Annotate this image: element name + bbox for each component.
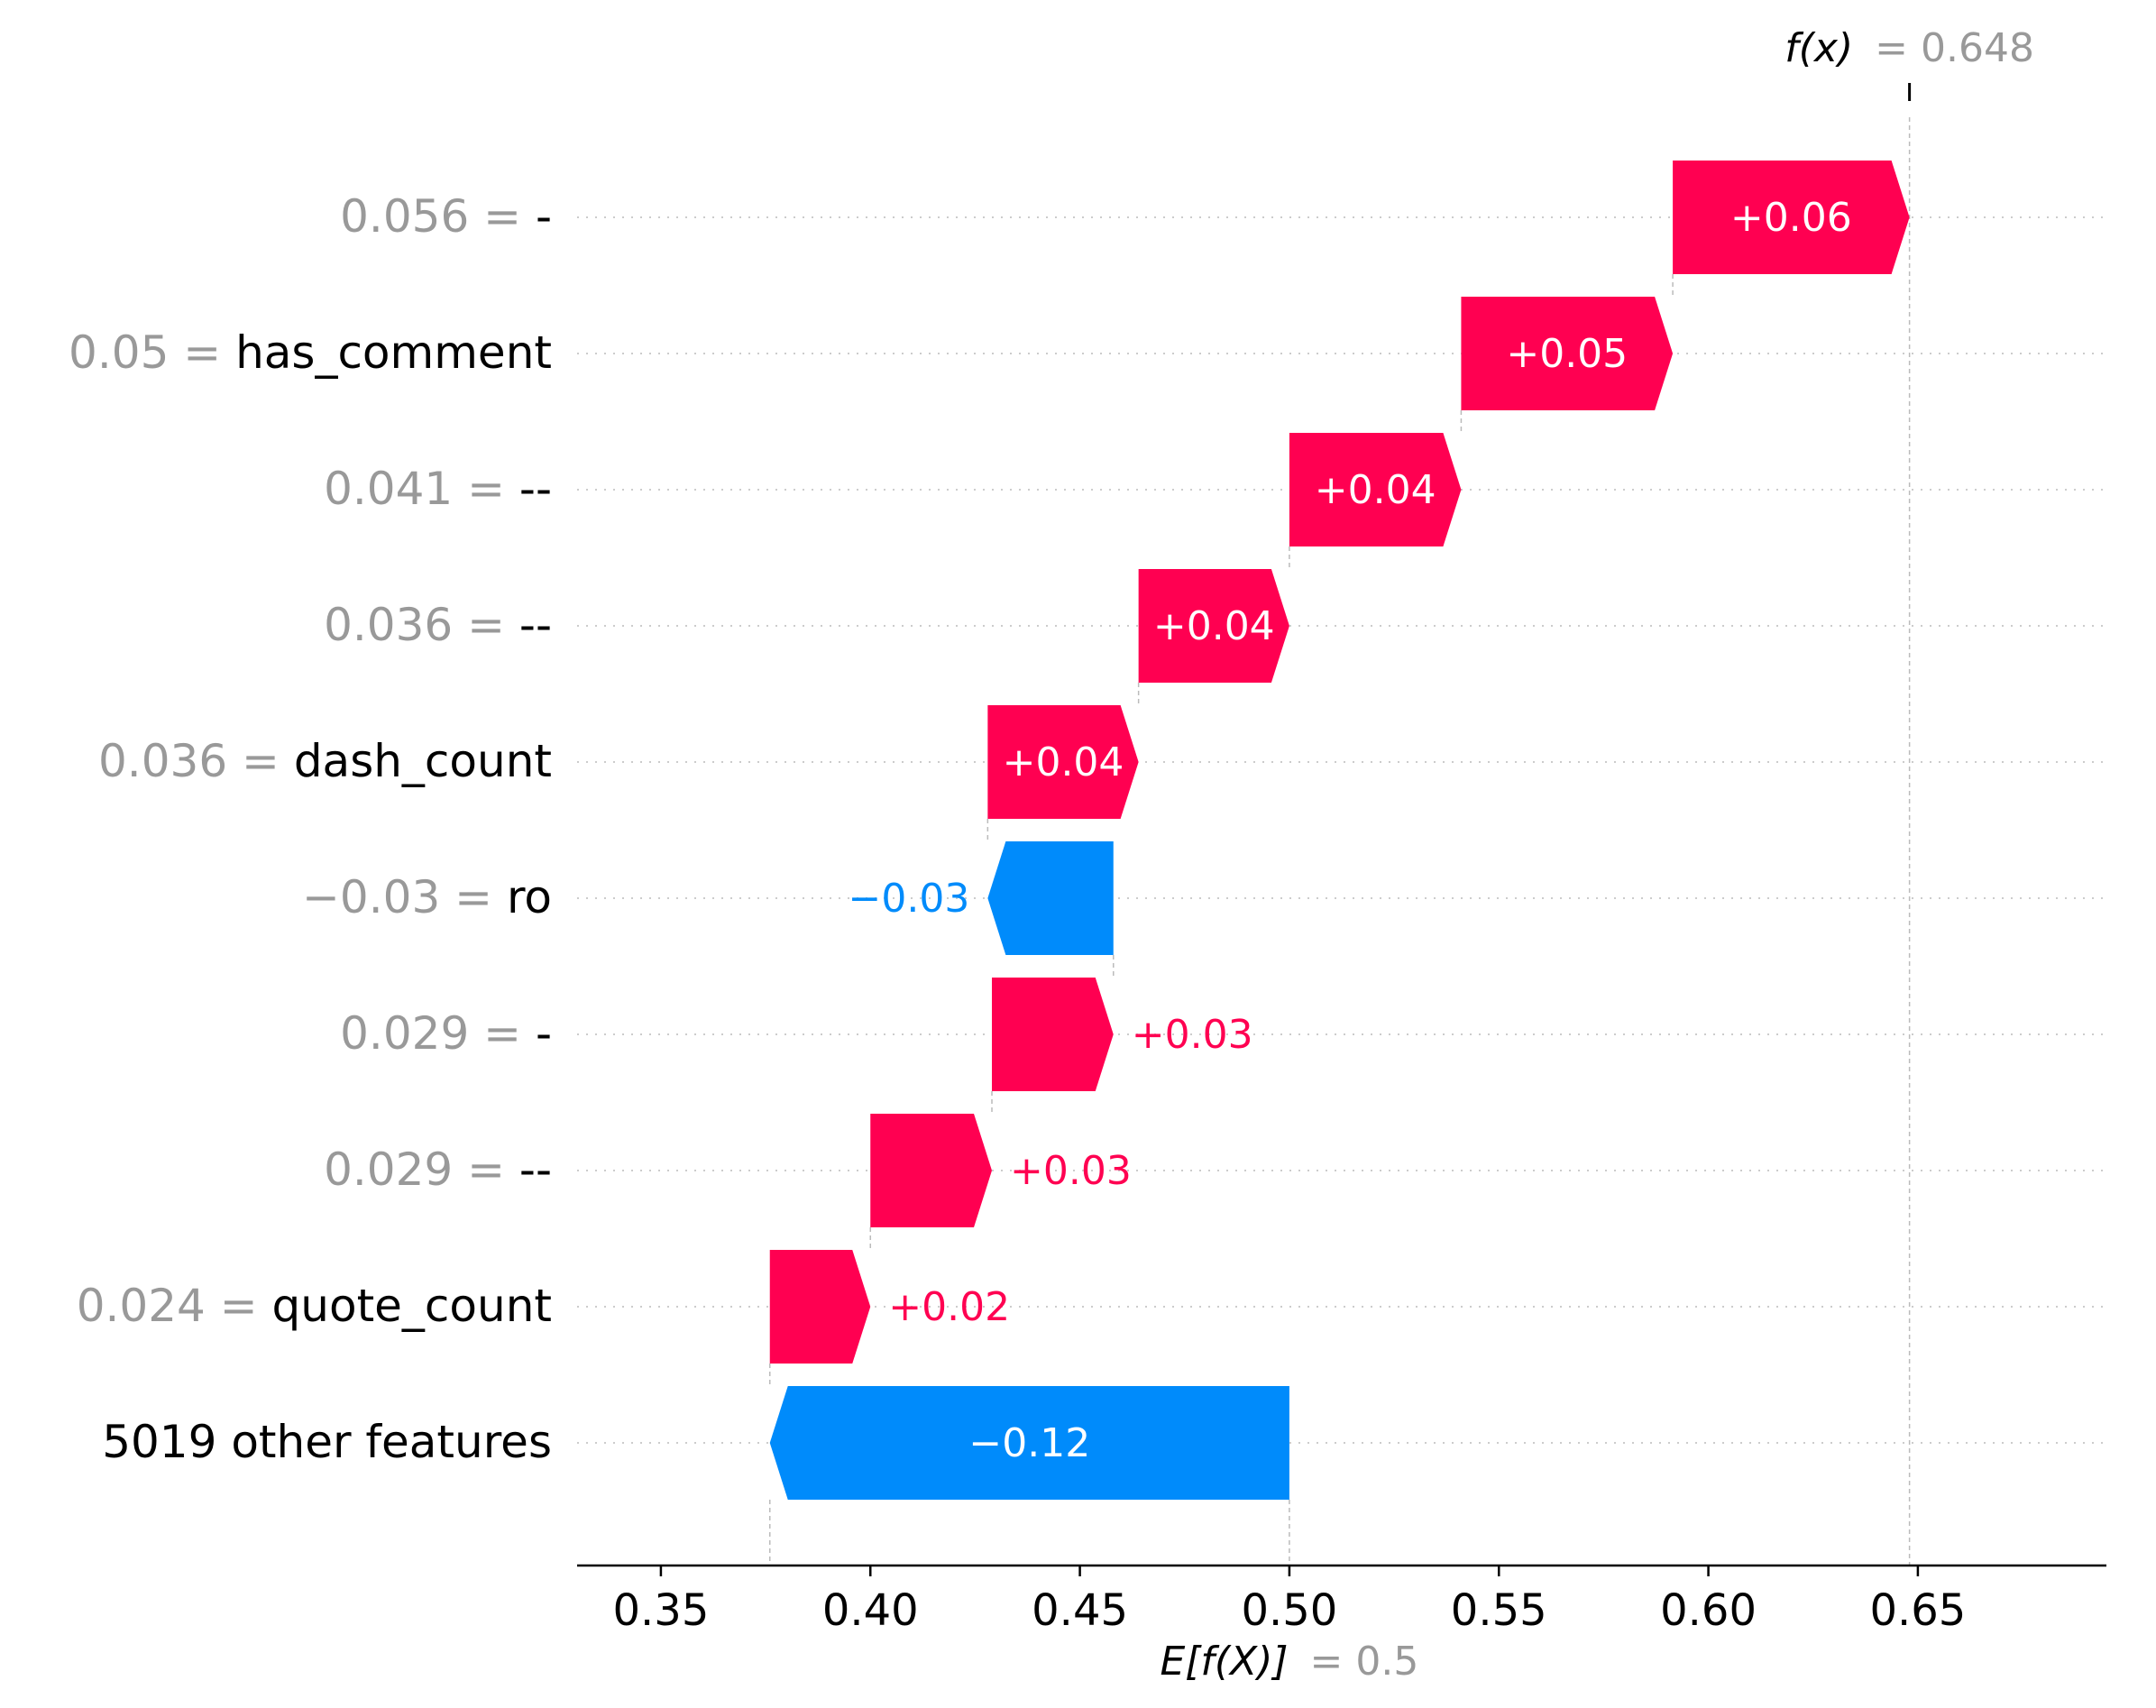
output-label-value: = 0.648 bbox=[1875, 25, 2034, 71]
bar bbox=[1673, 161, 1910, 274]
bar bbox=[992, 978, 1114, 1091]
shap-value-label: +0.05 bbox=[1506, 331, 1628, 377]
bar bbox=[870, 1114, 993, 1227]
feature-label: 0.056 = - bbox=[340, 190, 552, 243]
output-label-name: f(x) bbox=[1784, 25, 1853, 71]
feature-label: 0.036 = -- bbox=[324, 599, 552, 651]
base-label-name: E[f(X)] bbox=[1160, 1639, 1288, 1685]
feature-label: 0.029 = - bbox=[340, 1007, 552, 1060]
shap-value-label: +0.04 bbox=[1315, 467, 1436, 513]
x-tick-label: 0.35 bbox=[612, 1585, 709, 1636]
base-value-label: E[f(X)] = 0.5 bbox=[1160, 1639, 1418, 1685]
shap-value-label: +0.06 bbox=[1730, 195, 1852, 241]
feature-value: 0.056 = bbox=[340, 190, 536, 243]
feature-name: quote_count bbox=[272, 1280, 552, 1332]
feature-value: 0.036 = bbox=[98, 735, 294, 787]
feature-name: has_comment bbox=[235, 326, 552, 379]
bar bbox=[769, 1386, 1289, 1500]
feature-name: dash_count bbox=[294, 735, 552, 787]
shap-value-label: +0.03 bbox=[1132, 1012, 1253, 1058]
x-tick-label: 0.40 bbox=[822, 1585, 919, 1636]
shap-value-label: −0.12 bbox=[968, 1420, 1090, 1466]
feature-label: 0.036 = dash_count bbox=[98, 735, 552, 787]
bar bbox=[769, 1250, 871, 1364]
svg-text:f(x) = 0.648: f(x) = 0.648 bbox=[1784, 25, 2034, 71]
feature-value: 0.05 = bbox=[69, 326, 235, 379]
bar bbox=[1461, 297, 1674, 410]
feature-value: 0.041 = bbox=[324, 463, 519, 515]
bars: +0.06 +0.05 +0.04 +0.04 +0.04 −0.03 +0.03 +0.03… bbox=[769, 161, 1910, 1500]
base-label-value: = 0.5 bbox=[1310, 1639, 1419, 1685]
shap-value-label: +0.02 bbox=[888, 1284, 1010, 1330]
bar bbox=[987, 705, 1139, 819]
x-tick-label: 0.45 bbox=[1032, 1585, 1128, 1636]
feature-value: 0.029 = bbox=[324, 1143, 519, 1196]
shap-value-label: +0.03 bbox=[1010, 1148, 1132, 1194]
x-axis: 0.35 0.40 0.45 0.50 0.55 0.60 0.65 bbox=[577, 1564, 2106, 1636]
shap-value-label: +0.04 bbox=[1003, 739, 1124, 785]
feature-label: 0.05 = has_comment bbox=[69, 326, 552, 379]
svg-text:E[f(X)] = 0.5: E[f(X)] = 0.5 bbox=[1160, 1639, 1418, 1685]
shap-value-label: +0.04 bbox=[1153, 603, 1275, 649]
feature-name: - bbox=[536, 1007, 552, 1060]
x-tick-label: 0.50 bbox=[1241, 1585, 1337, 1636]
connector-lines bbox=[768, 83, 1912, 1566]
bar bbox=[1138, 569, 1289, 683]
feature-name: 5019 other features bbox=[102, 1416, 552, 1468]
feature-label: 0.041 = -- bbox=[324, 463, 552, 515]
feature-label: 5019 other features bbox=[102, 1416, 552, 1468]
x-tick-label: 0.65 bbox=[1869, 1585, 1966, 1636]
shap-value-label: −0.03 bbox=[849, 876, 970, 922]
x-tick-label: 0.60 bbox=[1660, 1585, 1757, 1636]
output-value-label: f(x) = 0.648 bbox=[1784, 25, 2034, 71]
feature-value: 0.036 = bbox=[324, 599, 519, 651]
bar bbox=[987, 841, 1114, 955]
feature-name: -- bbox=[519, 599, 552, 651]
feature-value: −0.03 = bbox=[302, 871, 507, 923]
feature-name: - bbox=[536, 190, 552, 243]
bar bbox=[1289, 433, 1462, 546]
x-tick-label: 0.55 bbox=[1451, 1585, 1547, 1636]
feature-value: 0.029 = bbox=[340, 1007, 536, 1060]
feature-name: -- bbox=[519, 1143, 552, 1196]
feature-name: ro bbox=[507, 871, 552, 923]
feature-name: -- bbox=[519, 463, 552, 515]
feature-label: −0.03 = ro bbox=[302, 871, 552, 923]
feature-value: 0.024 = bbox=[77, 1280, 272, 1332]
feature-label: 0.029 = -- bbox=[324, 1143, 552, 1196]
feature-label: 0.024 = quote_count bbox=[77, 1280, 552, 1332]
